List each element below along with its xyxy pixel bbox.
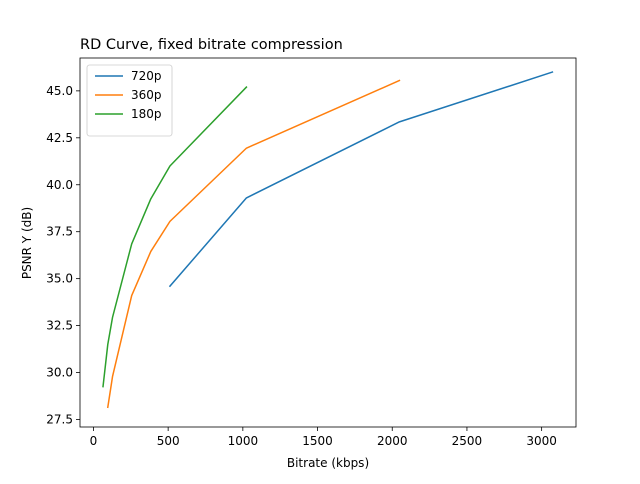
x-tick-label: 2000 xyxy=(377,434,408,448)
chart-title: RD Curve, fixed bitrate compression xyxy=(80,37,343,53)
y-axis-label: PSNR Y (dB) xyxy=(20,207,34,279)
x-axis-label: Bitrate (kbps) xyxy=(287,456,369,470)
y-tick-label: 37.5 xyxy=(46,225,73,239)
y-tick-label: 35.0 xyxy=(46,272,73,286)
x-tick-label: 500 xyxy=(157,434,180,448)
series-line-720p xyxy=(168,71,554,288)
y-tick-label: 32.5 xyxy=(46,319,73,333)
y-tick-label: 27.5 xyxy=(46,412,73,426)
axes xyxy=(79,57,577,428)
x-tick-label: 1500 xyxy=(302,434,333,448)
plot-lines xyxy=(102,71,554,409)
y-tick-label: 30.0 xyxy=(46,366,73,380)
y-tick-label: 45.0 xyxy=(46,84,73,98)
ticks: 0 500 1000 1500 2000 2500 3000 27.5 30.0 32.5 35.0… xyxy=(46,84,557,448)
legend: 720p 360p 180p xyxy=(86,64,173,137)
series-line-180p xyxy=(102,86,248,388)
x-tick-label: 1000 xyxy=(228,434,259,448)
legend-label-360p: 360p xyxy=(131,88,162,102)
x-tick-label: 3000 xyxy=(526,434,557,448)
legend-label-720p: 720p xyxy=(131,69,162,83)
legend-box xyxy=(86,64,173,137)
y-tick-label: 40.0 xyxy=(46,178,73,192)
x-tick-label: 2500 xyxy=(452,434,483,448)
series-line-360p xyxy=(106,79,401,409)
legend-label-180p: 180p xyxy=(131,107,162,121)
y-tick-label: 42.5 xyxy=(46,131,73,145)
x-tick-label: 0 xyxy=(90,434,98,448)
axes-frame xyxy=(79,57,577,428)
